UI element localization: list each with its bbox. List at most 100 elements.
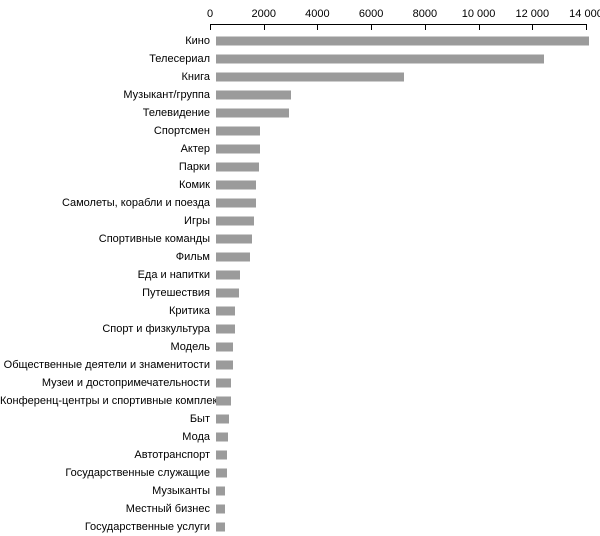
bar-row: Самолеты, корабли и поезда [0, 194, 600, 212]
bar-area [216, 122, 592, 140]
bar-row: Телевидение [0, 104, 600, 122]
bar-row: Мода [0, 428, 600, 446]
bar-rows: КиноТелесериал Книга Музыкант/группа Телеви… [0, 32, 600, 536]
bar-row: Государственные служащие [0, 464, 600, 482]
category-label: Парки [0, 161, 216, 173]
bar-row: Спортивные команды [0, 230, 600, 248]
bar-row: Общественные деятели и знаменитости [0, 356, 600, 374]
category-label: Музыкант/группа [0, 89, 216, 101]
bar-row: Фильм [0, 248, 600, 266]
bar [216, 145, 260, 154]
bar-row: Модель [0, 338, 600, 356]
bar-row: Комик [0, 176, 600, 194]
bar-row: Телесериал [0, 50, 600, 68]
bar-area [216, 176, 592, 194]
bar-area [216, 248, 592, 266]
x-axis-tick-label: 8000 [413, 8, 437, 20]
bar-area [216, 32, 592, 50]
bar [216, 217, 254, 226]
bar-area [216, 86, 592, 104]
category-label: Мода [0, 431, 216, 443]
category-label: Телевидение [0, 107, 216, 119]
bar-area [216, 518, 592, 536]
bar-area [216, 320, 592, 338]
bar [216, 523, 225, 532]
category-label: Конференц-центры и спортивные комплексы [0, 395, 216, 407]
horizontal-bar-chart: 0200040006000800010 00012 00014 000 Кино… [0, 0, 600, 536]
bar-area [216, 68, 592, 86]
bar [216, 235, 252, 244]
bar [216, 253, 250, 262]
bar-area [216, 158, 592, 176]
category-label: Спорт и физкультура [0, 323, 216, 335]
bar-area [216, 284, 592, 302]
bar-row: Автотранспорт [0, 446, 600, 464]
bar-row: Конференц-центры и спортивные комплексы [0, 392, 600, 410]
bar [216, 91, 291, 100]
x-axis-tick [532, 24, 533, 30]
category-label: Местный бизнес [0, 503, 216, 515]
x-axis-tick-label: 4000 [305, 8, 329, 20]
category-label: Быт [0, 413, 216, 425]
bar [216, 181, 256, 190]
bar-row: Спортсмен [0, 122, 600, 140]
category-label: Спортивные команды [0, 233, 216, 245]
bar [216, 163, 259, 172]
bar [216, 199, 256, 208]
bar [216, 433, 228, 442]
x-axis-tick [317, 24, 318, 30]
bar-area [216, 302, 592, 320]
x-axis-tick-label: 2000 [251, 8, 275, 20]
bar-row: Еда и напитки [0, 266, 600, 284]
bar [216, 469, 227, 478]
bar-area [216, 428, 592, 446]
x-axis-tick-label: 14 000 [569, 8, 600, 20]
bar-area [216, 266, 592, 284]
bar [216, 487, 225, 496]
x-axis-tick [371, 24, 372, 30]
x-axis-tick [586, 24, 587, 30]
x-axis-tick-label: 0 [207, 8, 213, 20]
bar-row: Критика [0, 302, 600, 320]
category-label: Государственные служащие [0, 467, 216, 479]
bar-row: Актер [0, 140, 600, 158]
category-label: Общественные деятели и знаменитости [0, 359, 216, 371]
bar-area [216, 482, 592, 500]
x-axis-tick [479, 24, 480, 30]
bar-area [216, 410, 592, 428]
bar-row: Книга [0, 68, 600, 86]
bar-row: Музыканты [0, 482, 600, 500]
bar [216, 325, 235, 334]
bar [216, 109, 289, 118]
bar-row: Кино [0, 32, 600, 50]
category-label: Спортсмен [0, 125, 216, 137]
bar-area [216, 356, 592, 374]
bar [216, 343, 233, 352]
bar [216, 361, 233, 370]
bar [216, 307, 235, 316]
bar-row: Парки [0, 158, 600, 176]
category-label: Игры [0, 215, 216, 227]
bar [216, 451, 227, 460]
bar-area [216, 140, 592, 158]
x-axis-tick [425, 24, 426, 30]
bar-area [216, 194, 592, 212]
category-label: Модель [0, 341, 216, 353]
category-label: Книга [0, 71, 216, 83]
bar-area [216, 446, 592, 464]
bar [216, 289, 239, 298]
bar-area [216, 230, 592, 248]
bar [216, 379, 231, 388]
x-axis-tick-label: 10 000 [462, 8, 496, 20]
bar [216, 55, 544, 64]
category-label: Фильм [0, 251, 216, 263]
bar [216, 397, 231, 406]
category-label: Музыканты [0, 485, 216, 497]
x-axis-tick-label: 12 000 [515, 8, 549, 20]
bar [216, 73, 404, 82]
bar [216, 37, 589, 46]
bar-area [216, 464, 592, 482]
bar-area [216, 212, 592, 230]
bar-row: Спорт и физкультура [0, 320, 600, 338]
bar [216, 127, 260, 136]
